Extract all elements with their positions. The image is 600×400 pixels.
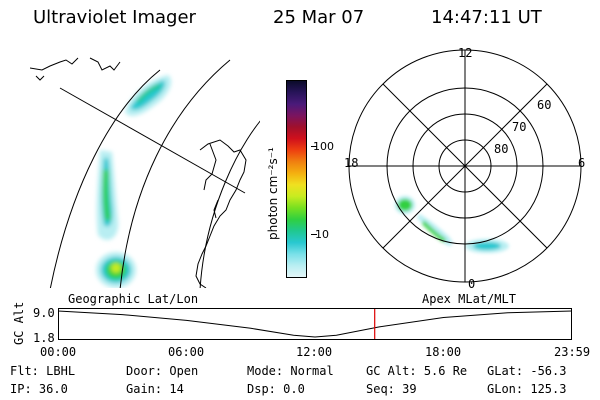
geographic-image bbox=[30, 57, 260, 288]
field-glat: GLat: -56.3 bbox=[487, 364, 567, 378]
polar-grid bbox=[348, 49, 582, 283]
timeline-y-title: GC Alt bbox=[12, 301, 26, 345]
x-tick-0000: 00:00 bbox=[40, 345, 77, 359]
colorbar-label-10: 10 bbox=[315, 228, 329, 241]
colorbar-label-100: 100 bbox=[313, 140, 334, 153]
x-tick-1200: 12:00 bbox=[296, 345, 333, 359]
x-tick-1800: 18:00 bbox=[425, 345, 462, 359]
mlt-label-6: 6 bbox=[578, 156, 586, 170]
field-ip: IP: 36.0 bbox=[10, 382, 68, 396]
latitude-arcs bbox=[49, 59, 260, 288]
field-glon: GLon: 125.3 bbox=[487, 382, 567, 396]
time-label: 14:47:11 UT bbox=[431, 7, 542, 28]
longitude-line bbox=[59, 87, 246, 194]
timeline-y-max: 9.0 bbox=[33, 306, 55, 320]
colorbar-gradient bbox=[287, 81, 306, 277]
coastline bbox=[30, 57, 247, 288]
timeline-frame bbox=[58, 308, 572, 340]
field-filter: Flt: LBHL bbox=[10, 364, 76, 378]
aurora-emission-left bbox=[96, 75, 172, 288]
mlt-label-18: 18 bbox=[344, 156, 359, 170]
x-tick-0600: 06:00 bbox=[168, 345, 205, 359]
mlat-label-80: 80 bbox=[494, 142, 509, 156]
x-tick-2359: 23:59 bbox=[554, 345, 591, 359]
field-seq: Seq: 39 bbox=[366, 382, 417, 396]
colorbar-tick-10 bbox=[311, 234, 317, 235]
field-mode: Mode: Normal bbox=[247, 364, 334, 378]
left-panel-label: Geographic Lat/Lon bbox=[68, 292, 199, 306]
mlt-label-0: 0 bbox=[468, 277, 476, 291]
field-gain: Gain: 14 bbox=[126, 382, 184, 396]
altitude-curve bbox=[58, 310, 572, 338]
field-door: Door: Open bbox=[126, 364, 199, 378]
colorbar-title: photon cm⁻²s⁻¹ bbox=[266, 147, 280, 240]
mlat-label-60: 60 bbox=[537, 98, 552, 112]
field-dsp: Dsp: 0.0 bbox=[247, 382, 305, 396]
timeline-y-min: 1.8 bbox=[33, 331, 55, 345]
mlat-label-70: 70 bbox=[512, 120, 527, 134]
polar-panel-label: Apex MLat/MLT bbox=[422, 292, 516, 306]
field-gc-alt: GC Alt: 5.6 Re bbox=[366, 364, 468, 378]
instrument-title: Ultraviolet Imager bbox=[33, 7, 196, 28]
mlt-label-12: 12 bbox=[458, 46, 473, 60]
date-label: 25 Mar 07 bbox=[273, 7, 365, 28]
polar-plot bbox=[348, 49, 582, 283]
aurora-emission-polar bbox=[395, 196, 509, 253]
altitude-timeline bbox=[58, 308, 572, 340]
colorbar-tick-100 bbox=[311, 146, 317, 147]
colorbar bbox=[286, 80, 307, 278]
